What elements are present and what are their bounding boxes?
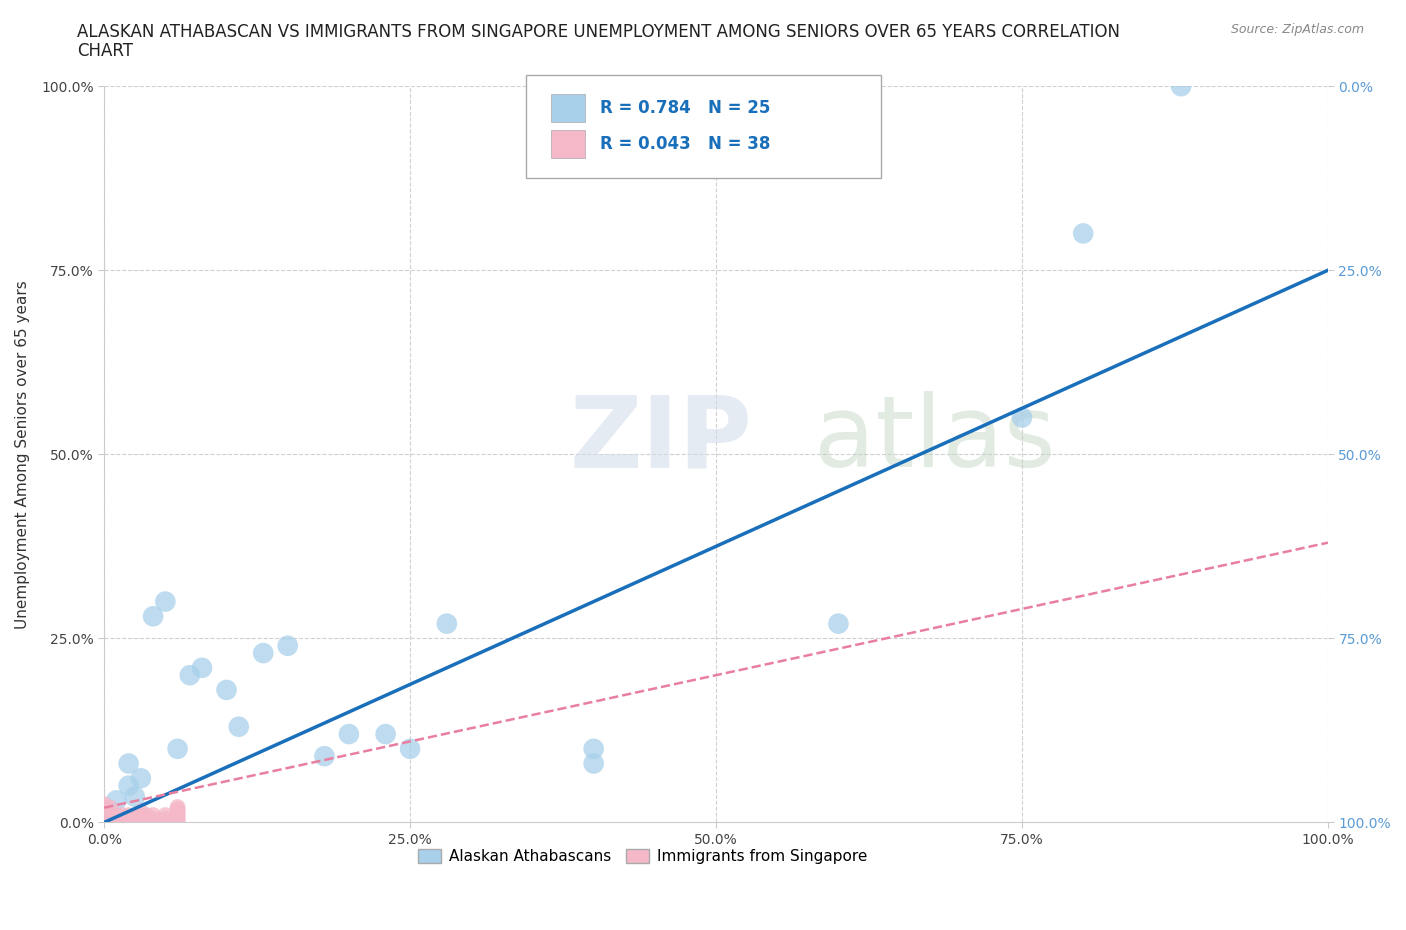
Point [93,797,115,812]
FancyBboxPatch shape [526,75,882,179]
Point [111,807,134,822]
Point [142,807,165,822]
Point [399,741,422,756]
Point [93,807,115,822]
FancyBboxPatch shape [551,94,585,122]
Point [1170,79,1192,94]
Text: ZIP: ZIP [569,392,752,488]
Point [215,683,238,698]
Point [129,811,152,826]
Point [277,638,299,653]
Point [124,815,146,830]
Legend: Alaskan Athabascans, Immigrants from Singapore: Alaskan Athabascans, Immigrants from Sin… [412,843,873,870]
Point [1011,410,1033,425]
Point [827,617,849,631]
Point [166,804,188,818]
Point [252,645,274,660]
Text: R = 0.784   N = 25: R = 0.784 N = 25 [600,99,770,116]
Point [111,815,134,830]
Point [117,778,139,793]
Point [124,807,146,822]
Point [374,726,396,741]
Point [314,749,336,764]
Point [136,807,159,822]
Point [93,811,115,826]
Text: ALASKAN ATHABASCAN VS IMMIGRANTS FROM SINGAPORE UNEMPLOYMENT AMONG SENIORS OVER : ALASKAN ATHABASCAN VS IMMIGRANTS FROM SI… [77,23,1121,41]
FancyBboxPatch shape [551,130,585,158]
Point [129,804,152,818]
Point [582,741,605,756]
Y-axis label: Unemployment Among Seniors over 65 years: Unemployment Among Seniors over 65 years [15,280,30,629]
Point [166,806,188,821]
Point [166,808,188,823]
Point [105,815,128,830]
Point [436,617,458,631]
Point [117,815,139,830]
Point [166,813,188,828]
Point [1071,226,1094,241]
Point [142,609,165,624]
Point [582,756,605,771]
Point [179,668,201,683]
Point [166,800,188,815]
Point [129,771,152,786]
Point [93,801,115,816]
Point [155,594,177,609]
Point [142,811,165,826]
Point [105,807,128,822]
Point [166,811,188,826]
Point [228,719,250,734]
Point [166,741,188,756]
Point [93,815,115,830]
Text: CHART: CHART [77,42,134,60]
Point [98,815,121,830]
Point [98,801,121,816]
Point [93,804,115,818]
Text: atlas: atlas [814,392,1056,488]
Point [129,815,152,830]
Point [155,815,177,830]
Point [166,802,188,817]
Point [117,756,139,771]
Point [124,811,146,826]
Point [142,815,165,830]
Point [117,807,139,822]
Point [124,790,146,804]
Point [105,793,128,808]
Point [166,815,188,830]
Point [155,807,177,822]
Point [337,726,360,741]
Point [129,807,152,822]
Point [136,815,159,830]
Point [98,807,121,822]
Point [155,811,177,826]
Point [191,660,214,675]
Text: Source: ZipAtlas.com: Source: ZipAtlas.com [1230,23,1364,36]
Text: R = 0.043   N = 38: R = 0.043 N = 38 [600,136,770,153]
